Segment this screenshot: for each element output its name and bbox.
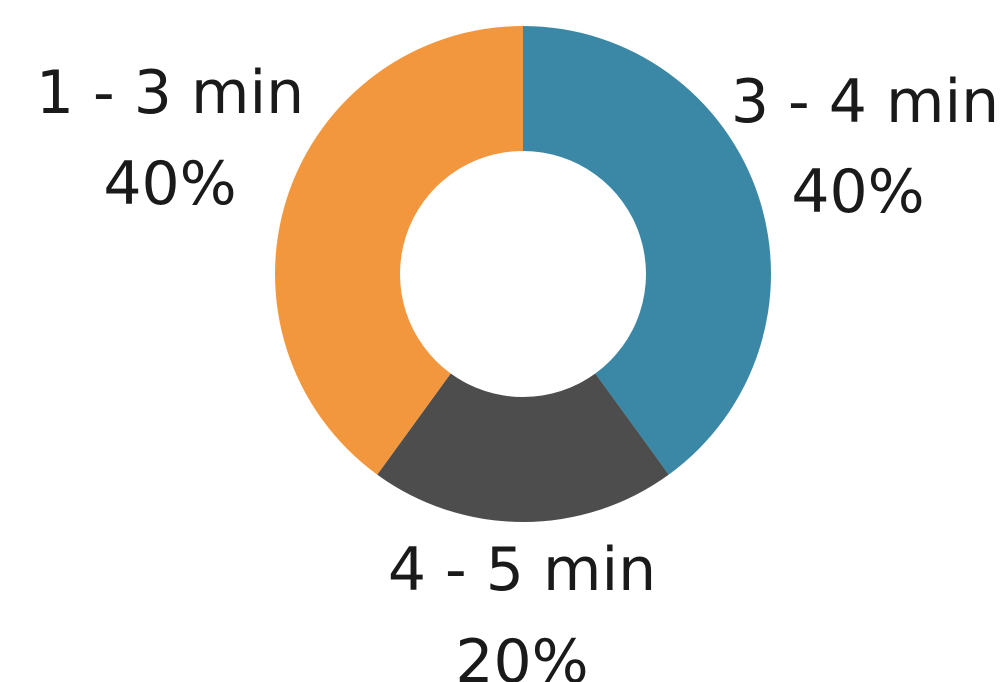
- slice-value-4-5-min: 20%: [455, 627, 588, 682]
- slice-4-5-min: [377, 373, 669, 522]
- slice-3-4-min: [523, 26, 771, 475]
- slice-1-3-min: [275, 26, 523, 475]
- slice-value-1-3-min: 40%: [103, 149, 236, 219]
- slice-label-3-4-min: 3 - 4 min: [731, 67, 999, 137]
- slice-value-3-4-min: 40%: [791, 157, 924, 227]
- slice-label-4-5-min: 4 - 5 min: [388, 535, 656, 605]
- slice-label-1-3-min: 1 - 3 min: [36, 58, 304, 128]
- slices-group: [275, 26, 771, 522]
